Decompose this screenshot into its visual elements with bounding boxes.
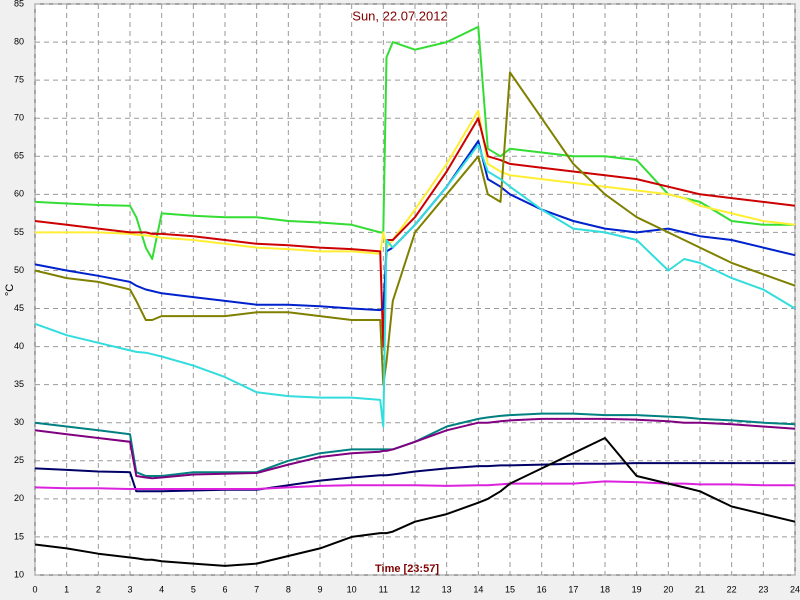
series-line — [34, 71, 796, 386]
x-tick-label: 8 — [286, 584, 291, 594]
y-tick-label: 35 — [14, 379, 24, 389]
series-line — [34, 417, 796, 480]
plot-area — [34, 3, 796, 576]
x-tick-label: 10 — [347, 584, 357, 594]
x-tick-label: 16 — [537, 584, 547, 594]
series-line — [34, 117, 796, 348]
y-axis-label: °C — [4, 284, 16, 296]
x-tick-label: 23 — [758, 584, 768, 594]
x-tick-label: 14 — [473, 584, 483, 594]
x-tick-label: 18 — [600, 584, 610, 594]
x-tick-label: 5 — [191, 584, 196, 594]
x-tick-label: 1 — [64, 584, 69, 594]
x-tick-label: 13 — [442, 584, 452, 594]
series-line — [34, 140, 796, 312]
y-tick-label: 70 — [14, 113, 24, 123]
y-tick-label: 80 — [14, 36, 24, 46]
y-tick-label: 45 — [14, 303, 24, 313]
series-line — [34, 143, 796, 428]
x-tick-label: 24 — [790, 584, 800, 594]
y-tick-label: 55 — [14, 227, 24, 237]
y-tick-label: 15 — [14, 531, 24, 541]
x-tick-label: 7 — [254, 584, 259, 594]
series-line — [34, 480, 795, 490]
x-tick-label: 0 — [32, 584, 37, 594]
x-tick-label: 6 — [222, 584, 227, 594]
x-tick-label: 4 — [159, 584, 164, 594]
y-tick-label: 60 — [14, 189, 24, 199]
y-tick-label: 40 — [14, 341, 24, 351]
x-tick-label: 22 — [727, 584, 737, 594]
x-tick-label: 2 — [96, 584, 101, 594]
x-axis-label: Time [23:57] — [375, 563, 439, 575]
x-tick-label: 17 — [568, 584, 578, 594]
x-tick-label: 15 — [505, 584, 515, 594]
y-tick-label: 65 — [14, 151, 24, 161]
x-tick-label: 3 — [127, 584, 132, 594]
y-tick-label: 75 — [14, 75, 24, 85]
series-line — [34, 25, 795, 260]
y-tick-label: 10 — [14, 569, 24, 579]
x-tick-label: 21 — [695, 584, 705, 594]
x-tick-label: 12 — [410, 584, 420, 594]
x-tick-label: 11 — [379, 584, 388, 594]
series-line — [34, 462, 795, 493]
y-tick-label: 30 — [14, 417, 24, 427]
series-line — [34, 437, 796, 567]
y-tick-label: 50 — [14, 265, 24, 275]
x-tick-label: 19 — [632, 584, 642, 594]
x-tick-label: 9 — [317, 584, 322, 594]
chart-title: Sun, 22.07.2012 — [352, 8, 447, 23]
y-tick-label: 85 — [14, 0, 24, 8]
x-tick-label: 20 — [663, 584, 673, 594]
y-tick-label: 25 — [14, 455, 24, 465]
y-tick-label: 20 — [14, 493, 24, 503]
